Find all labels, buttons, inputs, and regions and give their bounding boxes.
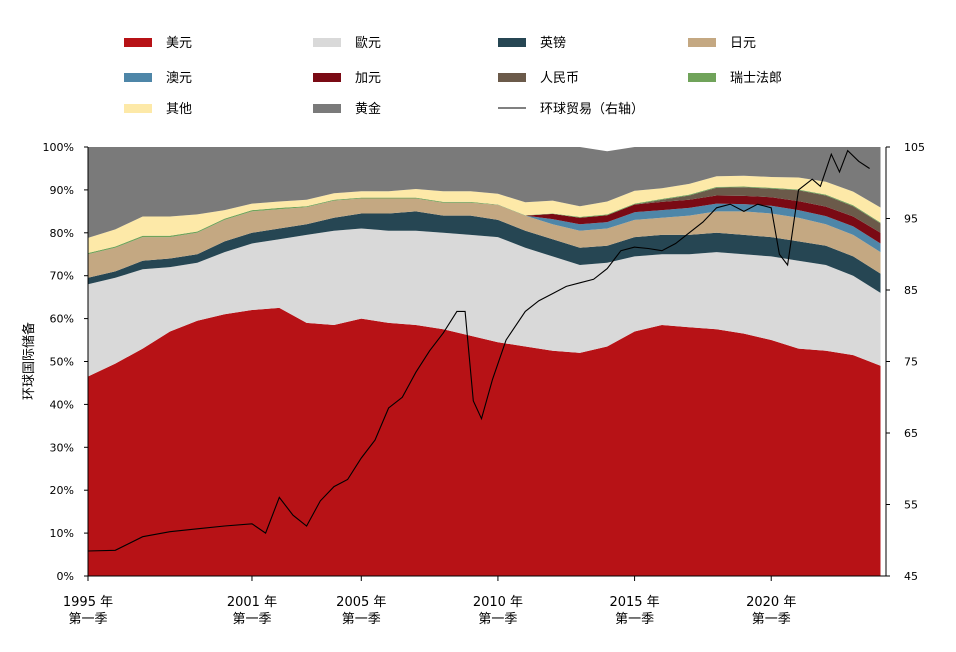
left-tick-label: 0%: [57, 570, 74, 583]
area-series-9: [88, 147, 881, 238]
left-tick-label: 20%: [50, 484, 74, 497]
area-series-2: [88, 211, 881, 293]
area-series-1: [88, 228, 881, 377]
legend-label: 美元: [166, 36, 192, 51]
left-tick-label: 60%: [50, 313, 74, 326]
area-series-0: [88, 307, 881, 576]
x-tick-quarter: 第一季: [478, 612, 517, 627]
right-tick-label: 55: [904, 499, 918, 512]
right-tick-label: 95: [904, 213, 918, 226]
left-tick-label: 100%: [43, 141, 74, 154]
legend-label: 其他: [166, 102, 192, 117]
legend-label: 环球贸易（右轴）: [540, 102, 644, 117]
legend-label: 瑞士法郎: [730, 71, 782, 86]
left-tick-label: 40%: [50, 398, 74, 411]
legend-swatch: [124, 104, 152, 113]
stacked-areas: [88, 147, 881, 576]
legend-swatch: [313, 38, 341, 47]
legend-swatch: [688, 73, 716, 82]
left-tick-label: 80%: [50, 227, 74, 240]
x-tick-year: 2010 年: [473, 595, 523, 610]
x-tick-quarter: 第一季: [68, 612, 107, 627]
x-tick-quarter: 第一季: [752, 612, 791, 627]
legend-label: 澳元: [166, 70, 192, 86]
left-tick-label: 30%: [50, 441, 74, 454]
legend-swatch: [313, 73, 341, 82]
x-tick-quarter: 第一季: [615, 612, 654, 627]
right-tick-label: 105: [904, 141, 925, 154]
x-tick-quarter: 第一季: [342, 612, 381, 627]
x-tick-year: 2020 年: [746, 595, 796, 610]
left-tick-label: 10%: [50, 527, 74, 540]
right-tick-label: 85: [904, 284, 918, 297]
x-tick-year: 2001 年: [227, 595, 277, 610]
right-tick-label: 65: [904, 427, 918, 440]
legend-swatch: [498, 73, 526, 82]
area-series-3: [88, 198, 881, 278]
trade-line: [87, 149, 870, 552]
legend-label: 黄金: [355, 101, 381, 117]
right-tick-label: 45: [904, 570, 918, 583]
left-tick-label: 70%: [50, 270, 74, 283]
y-axis-label: 环球国际储备: [21, 322, 37, 400]
legend-swatch: [498, 38, 526, 47]
axes: 0% 10% 20% 30% 40% 50% 60% 70% 80% 90% 100% 45 55 65 7…: [43, 141, 925, 627]
legend-label: 人民币: [540, 71, 579, 86]
area-series-4: [88, 198, 881, 255]
legend-swatch: [124, 73, 152, 82]
x-tick-year: 2005 年: [336, 595, 386, 610]
left-tick-label: 90%: [50, 184, 74, 197]
x-tick-year: 1995 年: [63, 595, 113, 610]
right-tick-label: 75: [904, 356, 918, 369]
legend-label: 英镑: [540, 35, 566, 51]
area-series-6: [88, 187, 881, 255]
legend-label: 歐元: [355, 36, 381, 51]
legend-label: 日元: [730, 36, 756, 51]
area-series-8: [88, 175, 881, 253]
x-tick-year: 2015 年: [609, 595, 659, 610]
legend-swatch: [688, 38, 716, 47]
trade-line-layer: [87, 149, 870, 552]
legend-swatch: [313, 104, 341, 113]
legend-label: 加元: [355, 71, 381, 86]
left-tick-label: 50%: [50, 356, 74, 369]
x-tick-quarter: 第一季: [232, 612, 271, 627]
legend-swatch: [124, 38, 152, 47]
